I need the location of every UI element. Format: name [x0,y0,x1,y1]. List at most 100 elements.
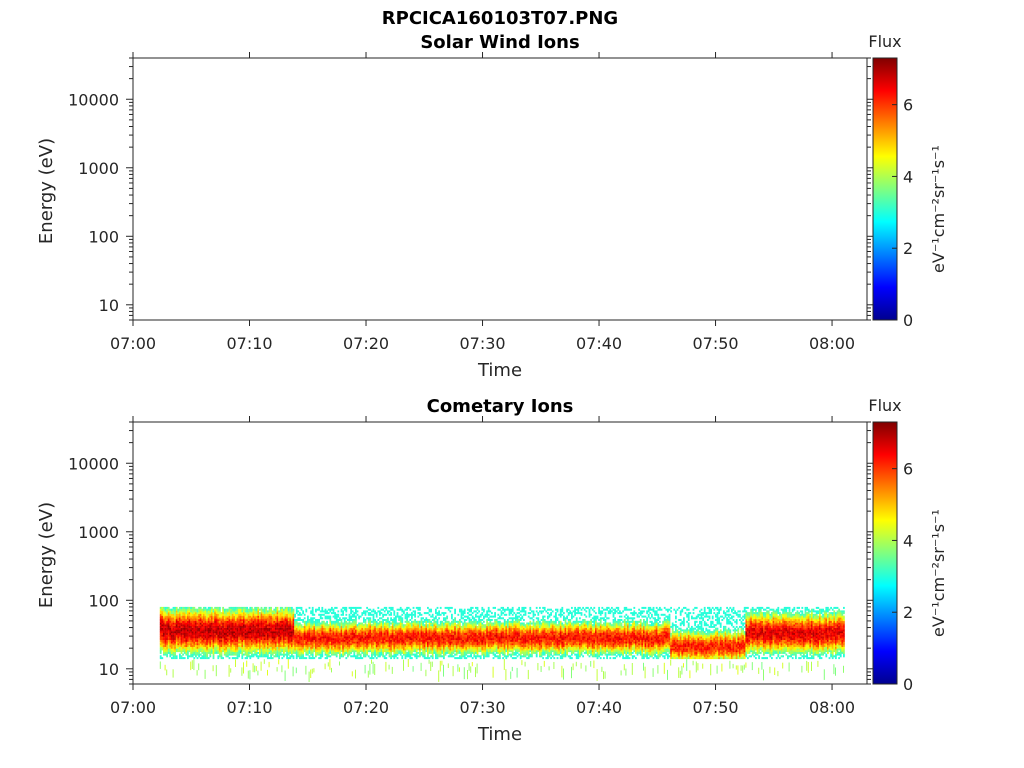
heat-cell [252,620,255,623]
heat-cell [281,638,284,640]
heat-cell [159,657,162,660]
heat-cell [193,643,196,646]
heat-cell [343,639,346,642]
heat-cell [249,638,252,640]
heat-cell [353,624,356,627]
heat-cell [278,655,280,658]
heat-cell [401,638,404,640]
heat-cell [398,629,400,632]
heat-cell [254,646,256,649]
heat-cell [307,622,309,625]
heat-cell [438,651,440,654]
heat-cell [278,634,280,637]
heat-cell [364,653,367,656]
heat-cell [267,646,269,649]
heat-cell [199,625,202,628]
heat-speckle [287,659,289,669]
heat-cell [276,610,279,613]
heat-cell [398,627,400,630]
heat-cell [358,622,360,625]
heat-cell [254,622,256,625]
heat-cell [439,638,442,640]
heat-cell [364,612,367,615]
heat-cell [444,634,447,637]
heat-cell [356,613,359,616]
heat-cell [401,643,404,646]
heat-cell [361,639,364,642]
heat-cell [287,653,290,656]
heat-cell [372,643,375,646]
heat-cell [214,643,216,646]
heat-cell [227,629,229,632]
heat-cell [323,631,325,634]
heat-cell [204,620,207,623]
heat-cell [161,612,164,615]
heat-cell [390,636,392,639]
heat-cell [379,613,381,616]
heat-cell [318,625,320,628]
heat-cell [163,619,165,621]
heat-cell [223,631,226,634]
heat-cell [412,624,415,627]
heat-cell [278,632,280,635]
heat-cell [447,631,450,634]
heat-cell [366,648,368,651]
heat-cell [276,627,279,630]
heat-cell [228,643,231,646]
heat-cell [219,622,221,625]
heat-cell [423,636,426,639]
heat-cell [414,655,416,658]
heat-cell [407,622,410,625]
heat-cell [385,646,388,649]
heat-cell [343,617,346,620]
heat-cell [326,629,328,632]
heat-cell [292,632,295,635]
heat-cell [219,648,221,651]
heat-cell [318,627,320,630]
heat-cell [172,651,175,654]
heat-cell [243,632,245,635]
heat-cell [175,645,178,647]
heat-cell [163,627,165,630]
heat-cell [199,619,202,621]
heat-cell [249,651,252,654]
heat-cell [289,651,292,654]
heat-cell [431,634,434,637]
heat-cell [209,608,212,611]
heat-cell [431,625,434,628]
heat-cell [302,638,304,640]
heat-cell [379,651,381,654]
heat-cell [262,632,264,635]
heat-cell [281,639,284,642]
heat-cell [390,612,392,615]
heat-cell [300,632,303,635]
heat-cell [167,619,170,621]
heat-cell [257,655,260,658]
heat-cell [247,615,250,618]
heat-cell [435,612,437,615]
heat-cell [287,629,290,632]
heat-cell [326,648,328,651]
heat-cell [299,643,301,646]
heat-cell [390,655,392,658]
heat-cell [225,648,228,651]
heat-cell [254,643,256,646]
heat-cell [390,651,392,654]
heat-cell [276,641,279,644]
heat-cell [175,619,178,621]
heat-cell [268,608,271,611]
heat-cell [255,634,258,637]
heat-cell [313,657,316,660]
heat-cell [313,636,316,639]
heat-speckle [351,671,353,677]
heat-cell [193,650,196,653]
heat-cell [315,643,317,646]
heat-cell [235,650,237,653]
heat-cell [393,650,396,653]
heat-cell [283,639,285,642]
heat-cell [163,613,165,616]
heat-cell [291,643,293,646]
heat-cell [319,629,322,632]
heat-cell [284,636,287,639]
heat-cell [225,643,228,646]
